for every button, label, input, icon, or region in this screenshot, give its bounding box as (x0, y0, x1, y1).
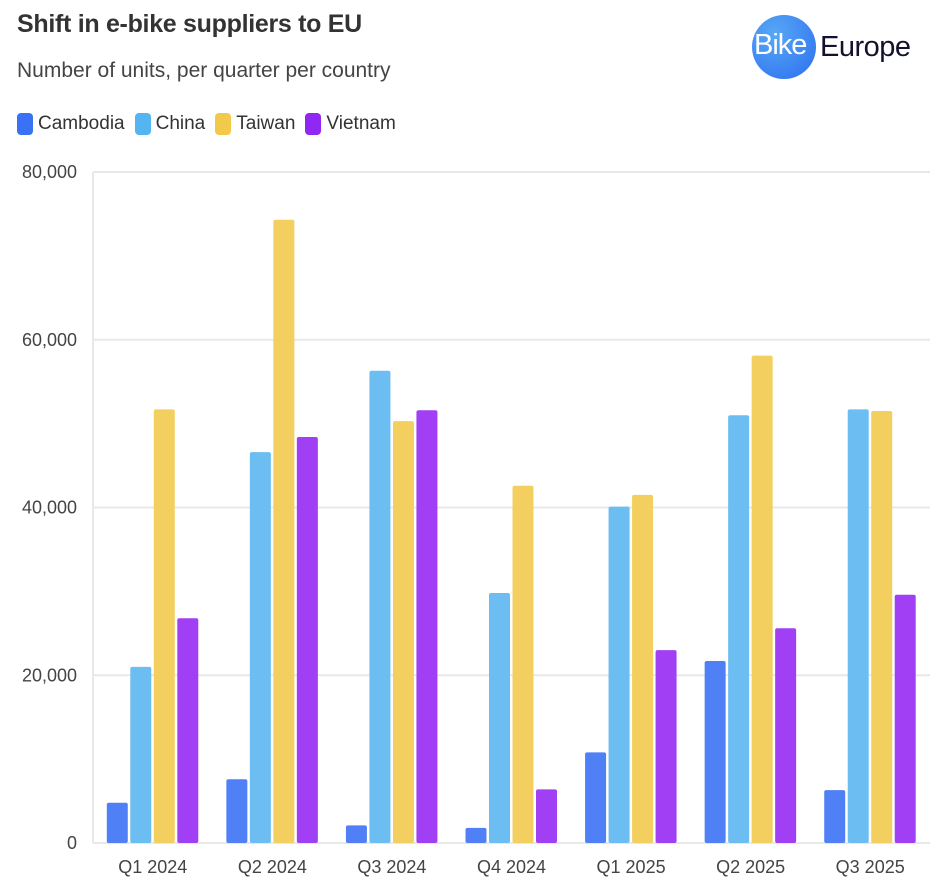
bar-china-q1-2025 (608, 506, 630, 843)
logo-text-europe: Europe (820, 30, 911, 63)
logo-text-bike: Bike (754, 29, 807, 61)
legend-swatch (215, 113, 232, 135)
bar-vietnam-q1-2025 (655, 650, 677, 843)
bike-europe-logo: Bike Europe (752, 15, 911, 79)
bar-china-q3-2024 (369, 370, 391, 843)
bar-china-q3-2025 (847, 409, 869, 843)
bar-taiwan-q2-2024 (273, 219, 295, 844)
bar-vietnam-q2-2025 (775, 628, 797, 843)
x-tick-label: Q2 2025 (716, 857, 785, 877)
legend-label: Cambodia (38, 113, 125, 134)
legend-item-china[interactable]: China (134, 113, 206, 135)
legend-swatch (17, 113, 33, 135)
x-tick-label: Q3 2025 (836, 857, 905, 877)
bar-cambodia-q3-2024 (345, 825, 367, 843)
y-tick-label: 0 (67, 833, 77, 853)
bar-china-q4-2024 (489, 593, 510, 843)
bar-cambodia-q4-2024 (465, 827, 487, 843)
y-tick-label: 20,000 (22, 665, 77, 685)
legend-item-cambodia[interactable]: Cambodia (17, 113, 125, 135)
legend-label: China (155, 113, 206, 134)
chart-title: Shift in e-bike suppliers to EU (17, 10, 362, 38)
legend: Cambodia China Taiwan Vietnam (17, 113, 396, 135)
y-tick-label: 80,000 (22, 162, 77, 182)
bar-vietnam-q4-2024 (536, 789, 557, 843)
x-tick-label: Q1 2024 (118, 857, 187, 877)
bar-taiwan-q1-2024 (153, 409, 175, 843)
bar-cambodia-q2-2024 (226, 779, 248, 843)
bar-taiwan-q3-2024 (392, 421, 414, 843)
legend-label: Taiwan (236, 113, 296, 134)
legend-swatch (305, 113, 322, 135)
legend-label: Vietnam (326, 113, 396, 134)
bar-taiwan-q1-2025 (632, 494, 654, 843)
x-tick-label: Q3 2024 (357, 857, 426, 877)
y-tick-label: 40,000 (22, 498, 77, 518)
bar-vietnam-q2-2024 (296, 437, 318, 843)
bar-cambodia-q3-2025 (824, 790, 846, 843)
bar-vietnam-q3-2025 (894, 594, 916, 843)
bar-cambodia-q2-2025 (704, 660, 726, 843)
bar-taiwan-q4-2024 (512, 485, 534, 843)
legend-swatch (134, 113, 151, 135)
bar-cambodia-q1-2024 (106, 802, 128, 843)
bar-taiwan-q2-2025 (751, 355, 773, 843)
x-tick-label: Q4 2024 (477, 857, 546, 877)
bar-china-q2-2025 (728, 415, 750, 843)
bar-cambodia-q1-2025 (585, 752, 607, 843)
bar-china-q2-2024 (249, 452, 271, 843)
bar-china-q1-2024 (130, 666, 152, 843)
bar-taiwan-q3-2025 (871, 411, 893, 843)
legend-item-vietnam[interactable]: Vietnam (305, 113, 396, 135)
legend-item-taiwan[interactable]: Taiwan (215, 113, 295, 135)
chart-subtitle: Number of units, per quarter per country (17, 59, 391, 82)
x-tick-label: Q1 2025 (597, 857, 666, 877)
y-tick-label: 60,000 (22, 330, 77, 350)
bar-vietnam-q1-2024 (177, 618, 199, 843)
bar-vietnam-q3-2024 (416, 410, 438, 843)
x-tick-label: Q2 2024 (238, 857, 307, 877)
logo-circle (752, 15, 816, 79)
